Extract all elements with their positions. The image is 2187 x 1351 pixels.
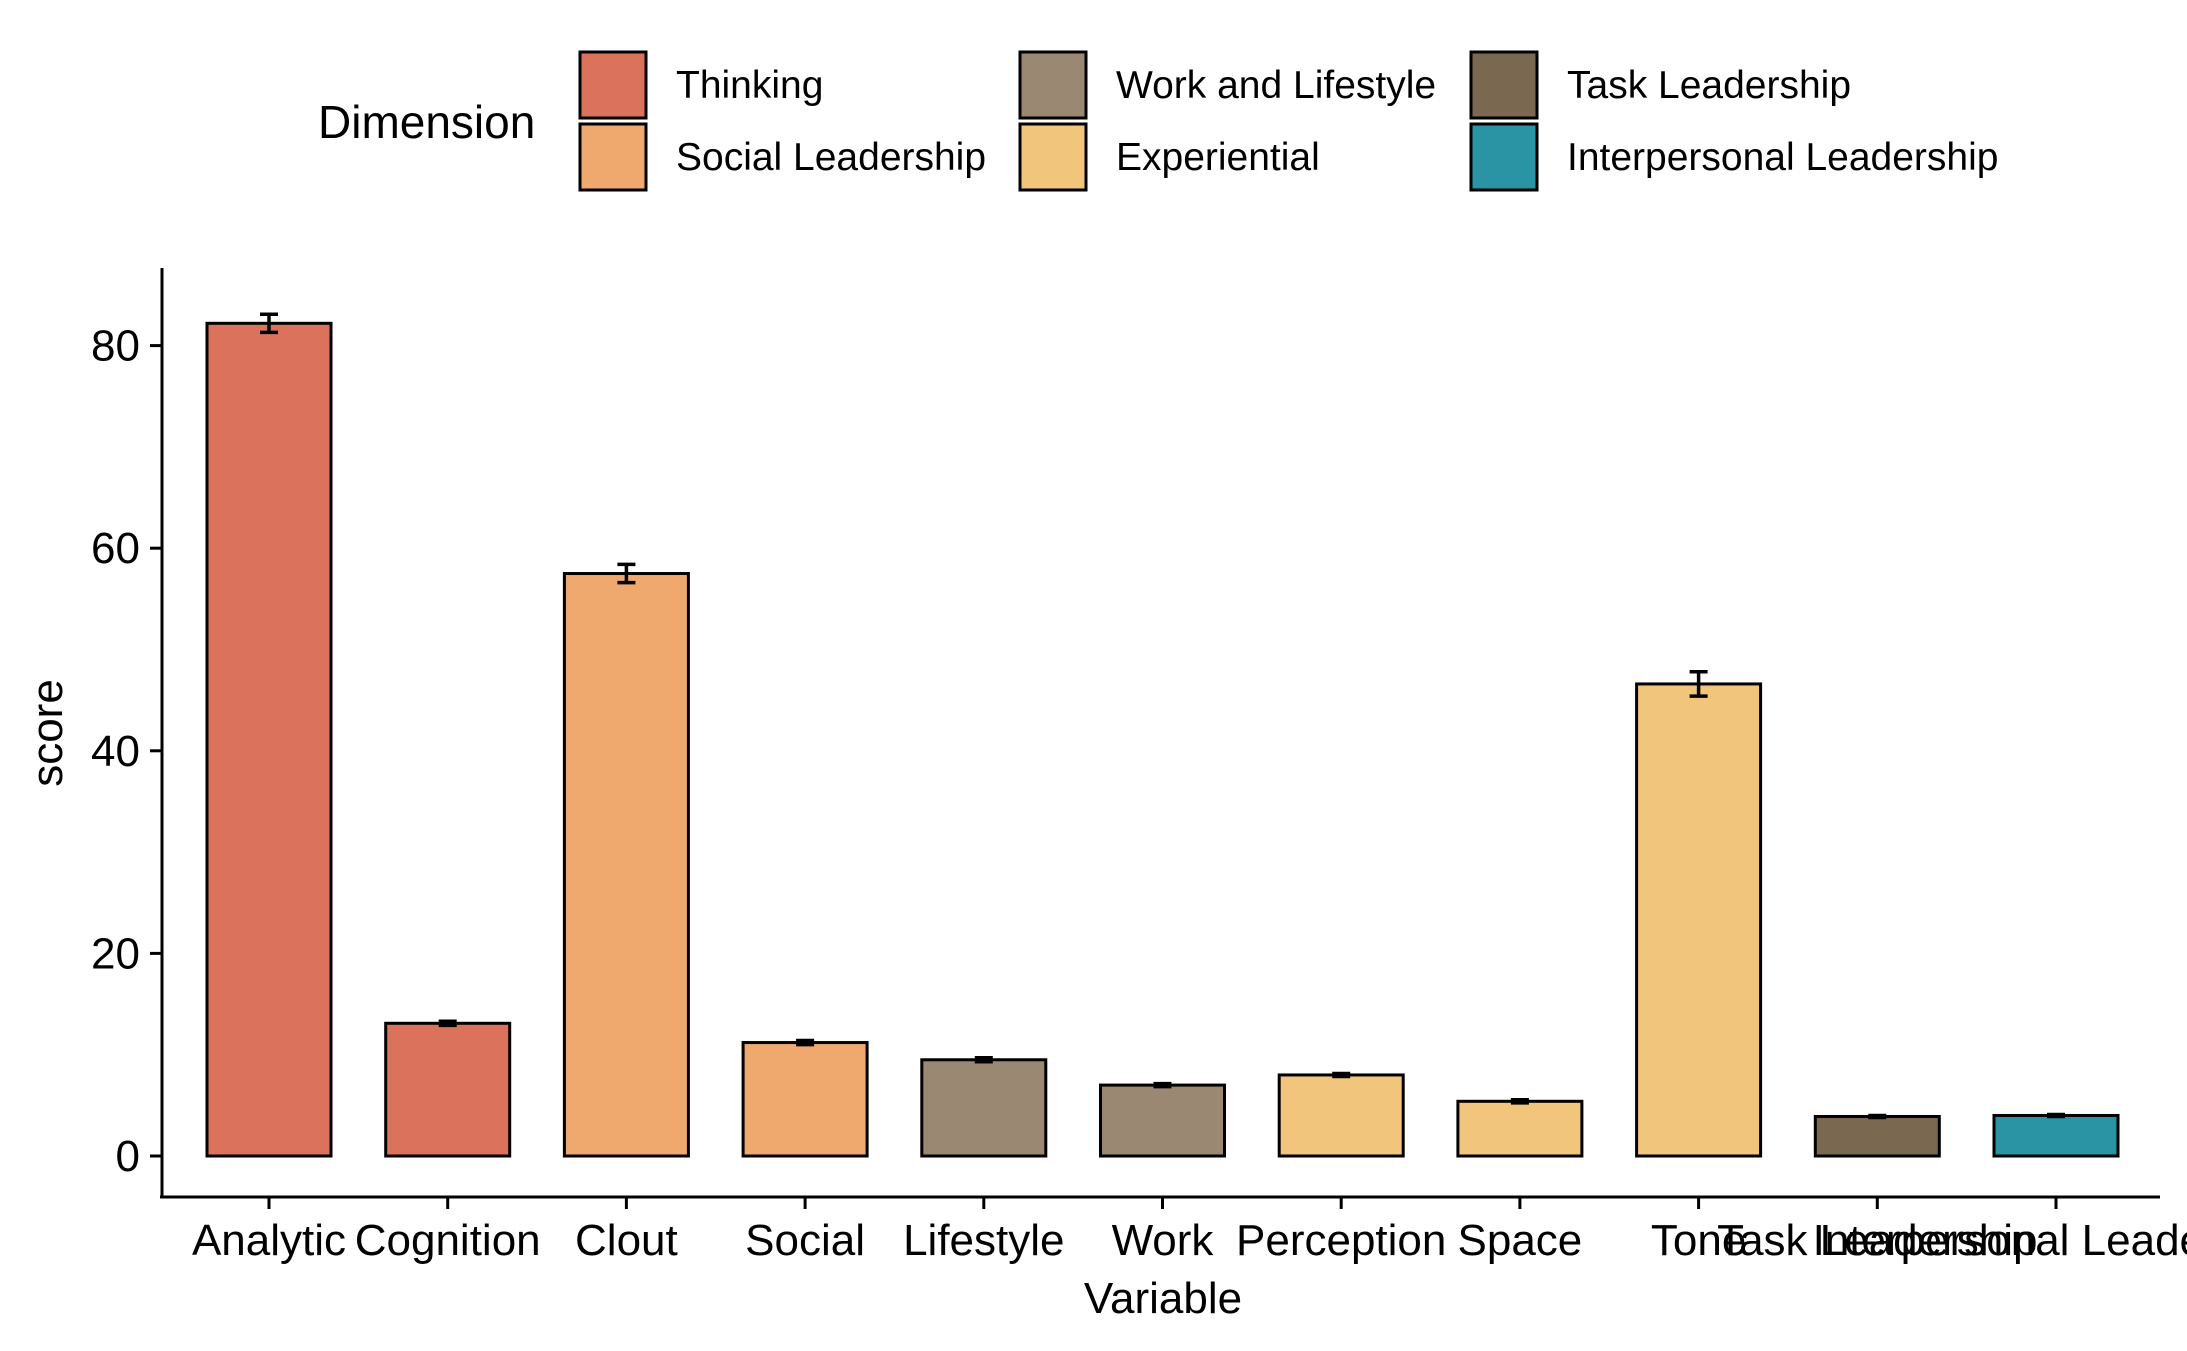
bar-space <box>1456 1099 1584 1158</box>
legend-swatch <box>1018 122 1088 192</box>
legend-label: Work and Lifestyle <box>1116 64 1436 107</box>
bar-cognition <box>384 1021 512 1158</box>
legend-swatch <box>578 122 648 192</box>
y-tick-label-40: 40 <box>91 727 140 776</box>
legend-label: Thinking <box>676 64 823 107</box>
legend-entry-work-and-lifestyle: Work and Lifestyle <box>1018 50 1436 120</box>
legend-entry-social-leadership: Social Leadership <box>578 122 986 192</box>
legend-entry-task-leadership: Task Leadership <box>1469 50 1851 120</box>
bar-interpersonal-leadership <box>1992 1113 2120 1158</box>
x-tick-label-interpersonal-leadership: Interpersonal Leadership <box>1813 1216 2187 1265</box>
x-tick-label-analytic: Analytic <box>192 1216 346 1265</box>
bar-analytic <box>205 321 333 1158</box>
x-tick-label-space: Space <box>1458 1216 1583 1265</box>
bar-tone <box>1635 682 1763 1158</box>
error-bar-analytic <box>260 312 278 335</box>
legend-swatch <box>1469 50 1539 120</box>
bar-clout <box>562 572 690 1158</box>
x-ticks: Analytic Cognition Clout Social Lifestyle Wor… <box>192 1197 2187 1265</box>
legend-label: Interpersonal Leadership <box>1567 136 1998 179</box>
x-tick-label-social: Social <box>745 1216 865 1265</box>
y-tick-label-20: 20 <box>91 929 140 978</box>
bar-social <box>741 1041 869 1158</box>
y-tick-label-0: 0 <box>116 1132 140 1181</box>
y-tick-label-60: 60 <box>91 524 140 573</box>
legend-entry-thinking: Thinking <box>578 50 823 120</box>
error-bar-cognition <box>438 1019 457 1028</box>
x-tick-label-perception: Perception <box>1236 1216 1446 1265</box>
error-bar-lifestyle <box>974 1055 993 1064</box>
error-bar-space <box>1510 1098 1529 1105</box>
bar-lifestyle <box>920 1058 1048 1158</box>
error-bar-perception <box>1332 1071 1351 1079</box>
y-tick-label-80: 80 <box>91 322 140 371</box>
x-axis-title: Variable <box>1084 1274 1242 1323</box>
legend-swatch <box>578 50 648 120</box>
bar-perception <box>1277 1073 1405 1158</box>
error-bar-clout <box>617 562 636 585</box>
x-tick-label-cognition: Cognition <box>355 1216 541 1265</box>
x-tick-label-tone: Tone <box>1651 1216 1746 1265</box>
legend-label: Social Leadership <box>676 136 986 179</box>
error-bar-tone <box>1689 670 1708 698</box>
error-bar-work <box>1153 1081 1172 1089</box>
legend-label: Experiential <box>1116 136 1320 179</box>
bar-work <box>1099 1083 1226 1158</box>
x-tick-label-work: Work <box>1112 1216 1215 1265</box>
legend-swatch <box>1018 50 1088 120</box>
error-bar-social <box>796 1038 815 1047</box>
y-axis-title: score <box>23 679 72 787</box>
legend-label: Task Leadership <box>1567 64 1851 107</box>
legend-entry-experiential: Experiential <box>1018 122 1320 192</box>
error-bars <box>260 312 2065 1120</box>
x-tick-label-clout: Clout <box>575 1216 678 1265</box>
legend-title: Dimension <box>318 96 535 148</box>
x-tick-label-task-leadership: Task Leadership <box>1717 1216 2037 1265</box>
error-bar-task-leadership <box>1868 1113 1887 1120</box>
legend-entry-interpersonal-leadership: Interpersonal Leadership <box>1469 122 1998 192</box>
axes <box>160 268 2160 1199</box>
bars <box>205 321 2120 1158</box>
legend: Dimension Thinking Social Leadership Work … <box>318 50 1998 192</box>
x-tick-label-lifestyle: Lifestyle <box>903 1216 1064 1265</box>
bar-task-leadership <box>1813 1114 1941 1158</box>
y-ticks: 0 20 40 60 80 <box>91 322 162 1181</box>
error-bar-interpersonal-leadership <box>2047 1112 2065 1119</box>
legend-swatch <box>1469 122 1539 192</box>
